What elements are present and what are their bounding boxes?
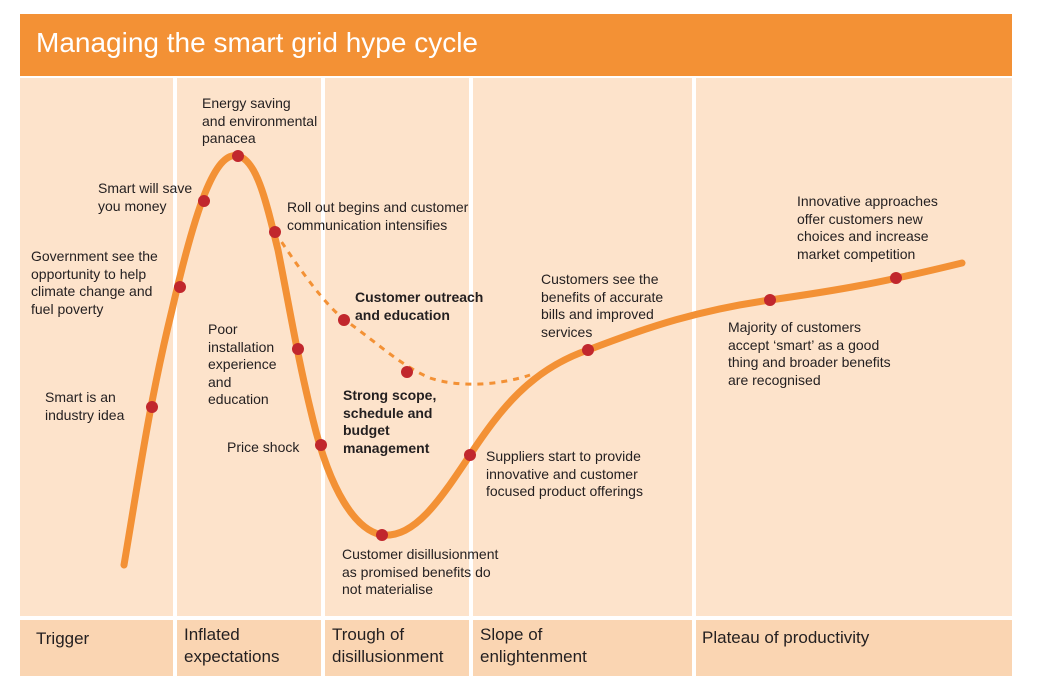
label-roll-out: Roll out begins and customer communicati… [287, 199, 469, 233]
phase-footer-trough: Trough of disillusionment [325, 620, 469, 676]
marker-government [174, 281, 186, 293]
marker-disillusionment [376, 529, 388, 541]
marker-smart-idea [146, 401, 158, 413]
curve-markers [146, 150, 902, 541]
label-smart-idea: Smart is an industry idea [45, 389, 125, 423]
marker-strong-scope [401, 366, 413, 378]
phase-panel-trough [325, 78, 469, 616]
dashed-alternative-curve [273, 231, 531, 386]
label-majority: Majority of customers accept ‘smart’ as … [728, 319, 891, 388]
label-price-shock: Price shock [227, 439, 300, 455]
marker-suppliers [464, 449, 476, 461]
label-government: Government see the opportunity to help c… [31, 248, 158, 317]
marker-majority [764, 294, 776, 306]
phase-panel-plateau [696, 78, 1012, 616]
phase-label: Inflated expectations [184, 625, 280, 666]
marker-customers-see [582, 344, 594, 356]
page-title: Managing the smart grid hype cycle [36, 27, 478, 58]
phase-label: Trough of disillusionment [332, 625, 444, 666]
label-energy-saving: Energy saving and environmental panacea [202, 95, 318, 146]
phase-footer-trigger: Trigger [20, 620, 173, 676]
main-curve [120, 152, 966, 569]
marker-customer-outreach [338, 314, 350, 326]
marker-poor-installation [292, 343, 304, 355]
label-customers-see: Customers see the benefits of accurate b… [541, 271, 664, 340]
label-strong-scope: Strong scope, schedule and budget manage… [343, 387, 437, 456]
phase-panel-trigger [20, 78, 173, 616]
phase-label: Trigger [36, 629, 90, 648]
label-disillusionment: Customer disillusionment as promised ben… [342, 546, 499, 597]
phase-label: Slope of enlightenment [480, 625, 587, 666]
marker-energy-saving [232, 150, 244, 162]
marker-price-shock [315, 439, 327, 451]
label-suppliers: Suppliers start to provide innovative an… [486, 448, 643, 499]
title-bar: Managing the smart grid hype cycle [20, 14, 1012, 76]
phase-label: Plateau of productivity [702, 628, 870, 647]
phase-footer-inflated: Inflated expectations [177, 620, 321, 676]
label-customer-outreach: Customer outreach and education [355, 289, 484, 323]
phase-footer-plateau: Plateau of productivity [696, 620, 1012, 676]
marker-save-money [198, 195, 210, 207]
phase-panel-slope [473, 78, 692, 616]
marker-roll-out [269, 226, 281, 238]
marker-innovative [890, 272, 902, 284]
label-innovative: Innovative approaches offer customers ne… [797, 193, 938, 262]
phase-footer-slope: Slope of enlightenment [473, 620, 692, 676]
label-save-money: Smart will save you money [98, 180, 193, 214]
label-poor-installation: Poor installation experience and educati… [208, 321, 277, 407]
